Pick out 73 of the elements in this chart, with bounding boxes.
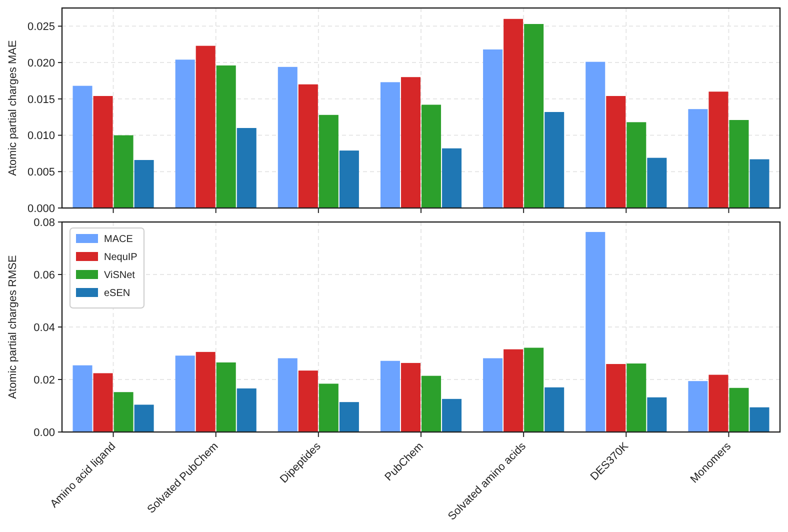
bar [586,62,606,208]
bar [504,18,524,208]
bar [586,232,606,432]
bar [134,404,154,432]
bar [688,109,708,208]
bar [442,398,462,432]
bar [626,122,646,208]
bar [483,49,503,208]
legend-label: eSEN [104,288,130,299]
bar [750,407,770,432]
bar [298,370,318,432]
bar [196,352,216,432]
bar [114,135,134,208]
bar [708,92,728,208]
y-tick-label: 0.015 [27,94,55,106]
bar [422,376,442,432]
bar [380,360,400,432]
bar [72,86,92,208]
bar [298,84,318,208]
bar [483,358,503,432]
y-tick-label: 0.000 [27,202,55,215]
bar [278,358,298,432]
bar [175,60,195,208]
y-tick-label: 0.005 [27,166,55,178]
bar [236,388,256,432]
bar [647,158,667,208]
bar [606,364,626,432]
bar [236,128,256,208]
bar [524,348,544,432]
bar [626,363,646,432]
bar [606,96,626,208]
bar [422,104,442,208]
bar [339,150,359,208]
legend-label: NequIP [104,252,138,263]
bar [216,362,236,432]
bar [318,114,338,208]
y-tick-label: 0.020 [27,57,55,70]
bar [380,82,400,208]
bar [339,402,359,432]
y-tick-label: 0.010 [27,130,55,142]
y-tick-label: 0.04 [34,322,55,334]
y-tick-label: 0.025 [27,21,55,34]
bar [708,374,728,432]
bar [400,362,420,432]
y-axis-title: Atomic partial charges MAE [7,40,19,176]
legend-label: ViSNet [104,270,136,281]
bar [647,397,667,432]
bar [93,96,113,208]
y-axis-title: Atomic partial charges RMSE [7,255,19,399]
y-tick-label: 0.08 [34,216,55,229]
bar [278,66,298,208]
bar [442,148,462,208]
bar [318,384,338,432]
bar [134,160,154,208]
bar [729,388,749,432]
bar [504,349,524,432]
bar [524,24,544,208]
bar [688,381,708,432]
bar [114,392,134,432]
bar [93,373,113,432]
bar [196,46,216,208]
bar [544,112,564,208]
bar [72,365,92,432]
legend-label: MACE [104,234,134,245]
y-tick-label: 0.00 [34,426,55,439]
bar [400,77,420,208]
y-tick-label: 0.06 [34,269,55,282]
bar [216,65,236,208]
y-tick-label: 0.02 [34,374,55,386]
bar [175,356,195,432]
bar [544,387,564,432]
bar [750,159,770,208]
bar [729,120,749,208]
